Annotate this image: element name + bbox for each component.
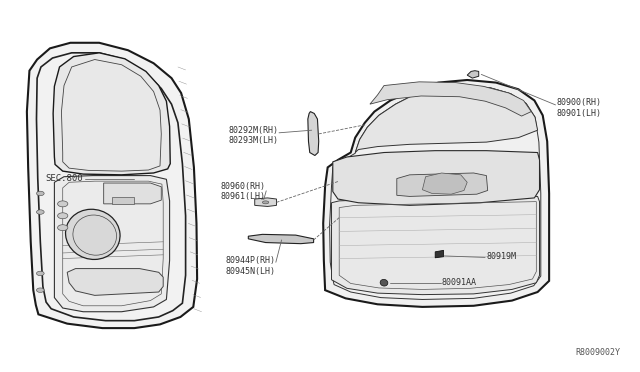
Text: 80944P(RH)
80945N(LH): 80944P(RH) 80945N(LH) <box>225 256 275 276</box>
Ellipse shape <box>380 279 388 286</box>
Polygon shape <box>67 269 163 295</box>
Polygon shape <box>355 86 538 153</box>
Polygon shape <box>467 71 479 78</box>
Polygon shape <box>370 82 531 116</box>
Polygon shape <box>435 250 444 258</box>
Text: R8009002Y: R8009002Y <box>576 348 621 357</box>
Polygon shape <box>308 112 319 155</box>
Text: 80091AA: 80091AA <box>442 278 477 287</box>
Polygon shape <box>112 197 134 204</box>
Polygon shape <box>323 80 549 307</box>
Text: 80900(RH)
80901(LH): 80900(RH) 80901(LH) <box>557 98 602 118</box>
Circle shape <box>36 271 44 276</box>
Polygon shape <box>27 43 197 328</box>
Circle shape <box>36 191 44 196</box>
Polygon shape <box>332 196 540 295</box>
Circle shape <box>36 210 44 214</box>
Ellipse shape <box>262 201 269 204</box>
Circle shape <box>58 213 68 219</box>
Polygon shape <box>397 173 488 196</box>
Text: 80960(RH)
80961(LH): 80960(RH) 80961(LH) <box>221 182 266 201</box>
Text: SEC.800: SEC.800 <box>45 174 83 183</box>
Ellipse shape <box>65 209 120 259</box>
Circle shape <box>36 288 44 292</box>
Circle shape <box>58 201 68 207</box>
Text: 80919M: 80919M <box>486 252 516 261</box>
Text: 80292M(RH)
80293M(LH): 80292M(RH) 80293M(LH) <box>228 126 278 145</box>
Polygon shape <box>54 176 170 312</box>
Polygon shape <box>255 198 276 206</box>
Polygon shape <box>104 183 161 204</box>
Polygon shape <box>53 53 170 175</box>
Polygon shape <box>422 173 467 194</box>
Polygon shape <box>248 234 314 244</box>
Polygon shape <box>333 151 540 205</box>
Circle shape <box>58 225 68 231</box>
